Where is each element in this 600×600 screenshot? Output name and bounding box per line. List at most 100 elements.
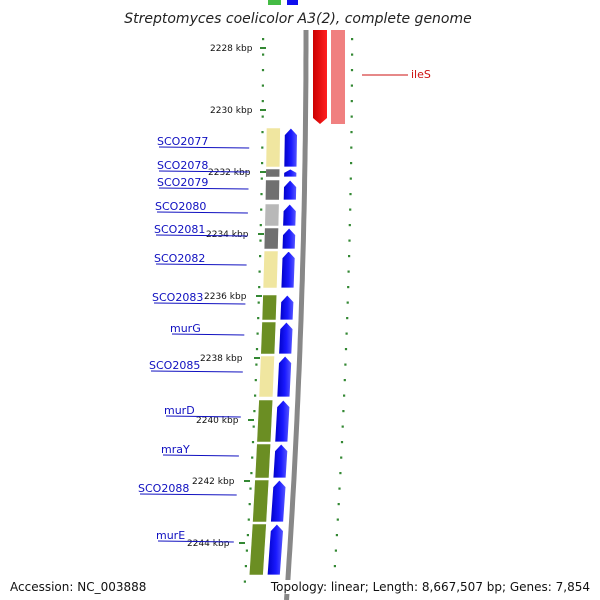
track-dot [351, 53, 354, 56]
gene-leader-line [158, 187, 249, 190]
track-dot [254, 379, 257, 382]
track-dot [261, 100, 264, 103]
track-dot [246, 534, 249, 537]
gene-band-sco2079 [264, 179, 280, 201]
gene-arrow-sco2079[interactable] [282, 179, 298, 201]
gene-arrow-murg[interactable] [278, 321, 294, 355]
gene-arrow-murd[interactable] [274, 399, 291, 443]
track-dot [350, 162, 353, 165]
gene-label-sco2078[interactable]: SCO2078 [157, 159, 208, 172]
track-dot [260, 208, 263, 211]
track-dot [347, 286, 350, 289]
gene-label-sco2083[interactable]: SCO2083 [152, 291, 203, 304]
track-dot [341, 425, 344, 428]
gene-leader-line [162, 454, 239, 457]
track-dot [254, 394, 257, 397]
track-dot [262, 53, 265, 56]
track-dot [349, 193, 352, 196]
accession-text: Accession: NC_003888 [10, 580, 147, 594]
track-dot [345, 332, 348, 335]
gene-label-mray[interactable]: mraY [161, 443, 190, 456]
gene-arrow-sco2083[interactable] [279, 294, 295, 321]
track-dot [340, 441, 344, 444]
gene-leader-line [155, 234, 248, 237]
track-dot [260, 177, 263, 180]
gene-label-sco2077[interactable]: SCO2077 [157, 135, 208, 148]
track-dot [255, 363, 258, 366]
track-dot [244, 565, 247, 568]
track-dot [258, 286, 261, 289]
gene-label-mure[interactable]: murE [156, 529, 185, 542]
gene-band-sco2085 [258, 355, 275, 398]
gene-label-sco2081[interactable]: SCO2081 [154, 223, 205, 236]
kbp-label: 2234 kbp [206, 230, 249, 240]
track-dot [258, 270, 261, 273]
track-dot [252, 425, 255, 428]
track-dot [349, 208, 352, 211]
gene-arrow-sco2082[interactable] [280, 250, 296, 289]
gene-arrow-mure[interactable] [266, 523, 284, 576]
gene-band-mray [254, 443, 272, 479]
kbp-label: 2244 kbp [187, 539, 230, 549]
track-dot [261, 69, 265, 72]
reverse-gene-track: ileS [313, 30, 431, 124]
gene-arrow-sco2088[interactable] [270, 479, 287, 523]
gene-leader-line [156, 211, 248, 214]
track-dot [336, 518, 339, 521]
track-dot [260, 193, 263, 196]
track-dot [347, 270, 350, 273]
track-dot [349, 177, 352, 180]
gene-band-sco2083 [261, 294, 278, 321]
gene-band-sco2078 [265, 168, 281, 178]
kbp-label: 2238 kbp [200, 354, 243, 364]
track-dot [344, 348, 348, 351]
track-dot [261, 84, 264, 87]
gene-arrow-mray[interactable] [272, 443, 289, 479]
gene-leader-line [155, 263, 247, 266]
gene-label-sco2079[interactable]: SCO2079 [157, 176, 208, 189]
gene-label-sco2082[interactable]: SCO2082 [154, 252, 205, 265]
track-dot [339, 472, 342, 475]
topology-text: Topology: linear; Length: 8,667,507 bp; … [270, 580, 590, 594]
track-dot [261, 162, 264, 165]
track-dot [350, 84, 353, 87]
forward-arrow-track [266, 127, 298, 576]
track-dot [351, 38, 354, 41]
track-dot [251, 456, 254, 459]
gene-arrow-sco2081[interactable] [281, 227, 297, 250]
track-dot [262, 38, 265, 41]
gene-leader-line [158, 146, 250, 149]
gene-leader-line [165, 415, 241, 418]
track-dot [348, 224, 351, 227]
track-dot [334, 549, 337, 552]
gene-label-murd[interactable]: murD [164, 404, 195, 417]
gene-label-sco2088[interactable]: SCO2088 [138, 482, 189, 495]
gene-label-murg[interactable]: murG [170, 322, 201, 335]
gene-arrow-sco2078[interactable] [283, 168, 298, 178]
gene-arrow-sco2077[interactable] [283, 127, 298, 168]
track-dot [256, 332, 259, 335]
track-dot [348, 239, 351, 242]
track-dot [259, 224, 262, 227]
gene-label-sco2080[interactable]: SCO2080 [155, 200, 206, 213]
track-dot [343, 394, 346, 397]
kbp-label: 2240 kbp [196, 416, 239, 426]
outer-dotted-track [243, 38, 265, 583]
kbp-label: 2242 kbp [192, 477, 235, 487]
gene-arrow-sco2080[interactable] [282, 203, 297, 227]
track-dot [342, 410, 345, 413]
track-dot [350, 146, 353, 149]
gene-leader-line [150, 370, 243, 373]
gene-band-sco2081 [263, 227, 279, 250]
track-dot [261, 131, 264, 134]
gene-arrow-sco2085[interactable] [276, 355, 293, 398]
track-dot [249, 487, 252, 490]
gene-label-iles[interactable]: ileS [411, 68, 431, 81]
gene-band-iles [331, 30, 345, 124]
kbp-label: 2228 kbp [210, 44, 253, 54]
gene-label-sco2085[interactable]: SCO2085 [149, 359, 200, 372]
track-dot [350, 100, 353, 103]
gene-arrow-iles[interactable] [313, 30, 327, 124]
track-dot [248, 503, 251, 506]
